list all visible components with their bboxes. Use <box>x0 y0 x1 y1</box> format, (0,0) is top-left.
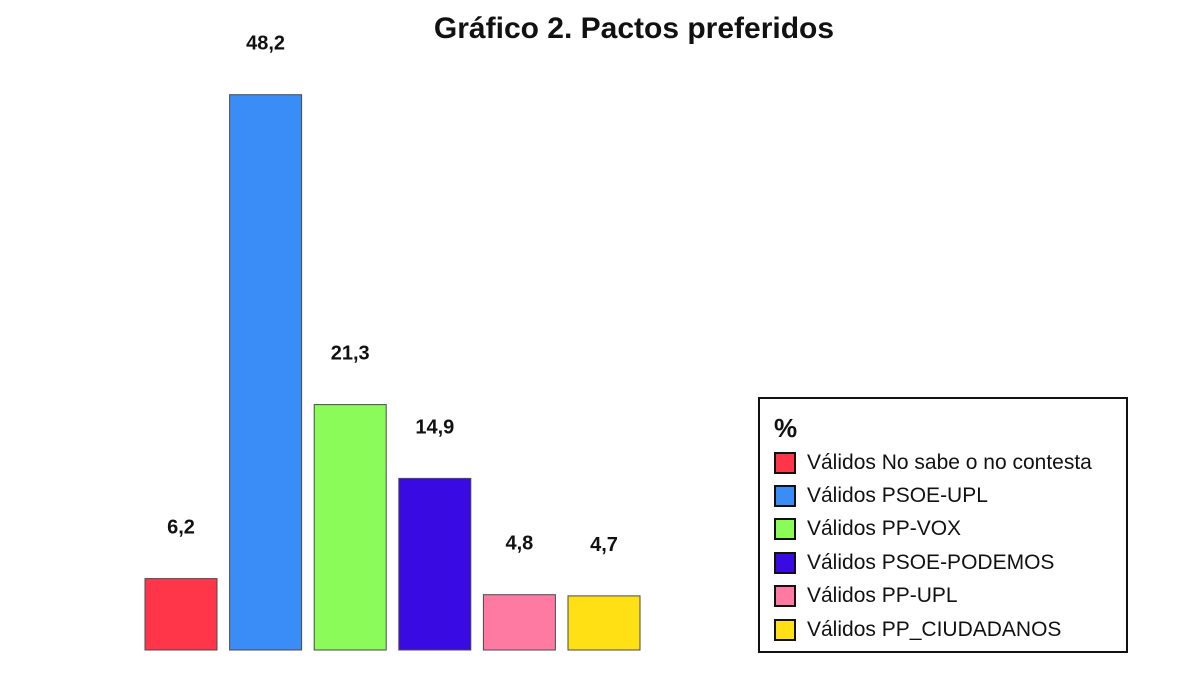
value-label-4: 14,9 <box>415 416 454 438</box>
value-label-6: 4,7 <box>590 534 618 556</box>
legend-swatch-4 <box>774 551 796 574</box>
value-label-2: 48,2 <box>246 33 285 55</box>
legend-items: Válidos No sabe o no contesta Válidos PSO… <box>774 446 1092 646</box>
value-label-1: 6,2 <box>167 517 195 539</box>
bar-4 <box>398 477 472 651</box>
legend-label-2: Válidos PSOE-UPL <box>807 484 988 508</box>
legend-label-4: Válidos PSOE-PODEMOS <box>807 550 1055 574</box>
legend-item-1: Válidos No sabe o no contesta <box>774 446 1092 479</box>
legend-label-6: Válidos PP_CIUDADANOS <box>807 617 1062 641</box>
bar-6 <box>567 595 641 651</box>
legend: % Válidos No sabe o no contesta Válidos P… <box>758 397 1128 653</box>
legend-item-2: Válidos PSOE-UPL <box>774 479 1092 512</box>
legend-item-6: Válidos PP_CIUDADANOS <box>774 613 1092 646</box>
legend-item-5: Válidos PP-UPL <box>774 580 1092 613</box>
legend-swatch-3 <box>774 518 796 541</box>
legend-title: % <box>774 413 798 443</box>
legend-swatch-2 <box>774 485 796 508</box>
legend-swatch-5 <box>774 585 796 608</box>
chart-title: Gráfico 2. Pactos preferidos <box>433 12 835 45</box>
legend-swatch-6 <box>774 618 796 641</box>
legend-label-3: Válidos PP-VOX <box>807 517 962 541</box>
value-label-3: 21,3 <box>331 343 370 365</box>
bar-3 <box>313 404 387 651</box>
legend-item-4: Válidos PSOE-PODEMOS <box>774 546 1092 579</box>
bar-5 <box>482 594 556 651</box>
bar-2 <box>229 94 303 651</box>
legend-label-5: Válidos PP-UPL <box>807 584 958 608</box>
legend-swatch-1 <box>774 451 796 474</box>
legend-item-3: Válidos PP-VOX <box>774 513 1092 546</box>
value-label-5: 4,8 <box>505 533 533 555</box>
legend-label-1: Válidos No sabe o no contesta <box>807 450 1092 474</box>
bar-1 <box>144 578 218 651</box>
